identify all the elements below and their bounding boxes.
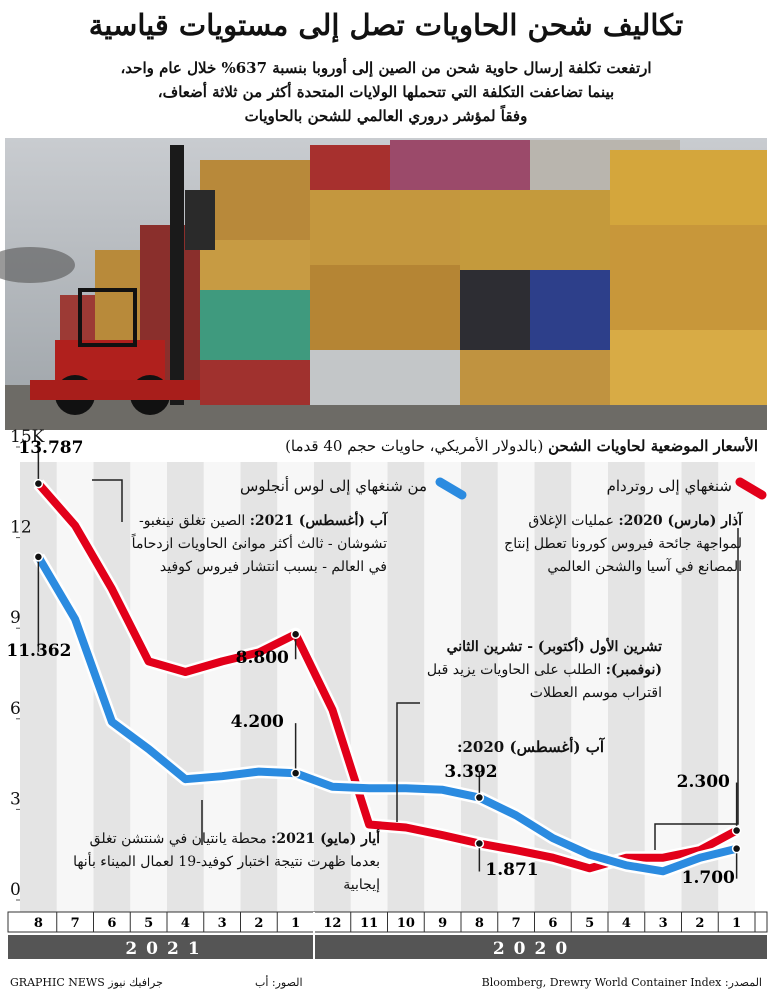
value-label: 3.392: [444, 761, 498, 782]
subtitle: ارتفعت تكلفة إرسال حاوية شحن من الصين إل…: [120, 59, 652, 77]
annotation-text: عمليات الإغلاق لمواجهة جائحة فيروس كورون…: [504, 513, 742, 575]
annotation-text: الطلب على الحاويات يزيد قبل اقتراب موسم …: [426, 662, 662, 701]
annotation: تشرين الأول (أكتوبر) - تشرين الثاني (نوف…: [418, 636, 662, 705]
label-dot: [731, 825, 742, 836]
annotation-text: الصين تغلق نينغبو-تشوشان - ثالث أكثر موا…: [131, 513, 387, 575]
x-tick-label: 5: [144, 916, 153, 931]
label-dot: [731, 843, 742, 854]
value-label: 11.362: [6, 640, 72, 661]
label-dot: [474, 838, 485, 849]
annotation-heading: آب (أغسطس) 2020:: [456, 738, 604, 756]
annotation: آب (أغسطس) 2021: الصين تغلق نينغبو-تشوشا…: [125, 510, 387, 579]
column-stripe: [240, 462, 278, 912]
subtitle: بينما تضاعفت التكلفة التي تتحملها الولاي…: [157, 83, 615, 101]
y-tick-label: 6: [10, 699, 21, 719]
x-tick-label: 1: [732, 916, 741, 931]
x-tick-label: 2: [695, 916, 704, 931]
label-dot: [290, 768, 301, 778]
annotation: آب (أغسطس) 2020:: [457, 736, 604, 759]
value-label: 13.787: [18, 437, 84, 458]
x-tick-label: 1: [291, 916, 300, 931]
x-tick-label: 10: [397, 916, 415, 931]
x-tick-label: 9: [438, 916, 447, 931]
source: المصدر: Bloomberg, Drewry World Containe…: [481, 976, 762, 989]
x-tick-label: 8: [34, 916, 43, 931]
x-tick-label: 2: [254, 916, 263, 931]
x-tick-label: 8: [475, 916, 484, 931]
label-dot: [33, 552, 44, 562]
annotation-heading: تشرين الأول (أكتوبر) - تشرين الثاني (نوف…: [446, 639, 662, 678]
x-tick-label: 5: [585, 916, 594, 931]
chart-heading: الأسعار الموضعية لحاويات الشحن (بالدولار…: [285, 437, 758, 455]
value-label: 1.700: [681, 867, 735, 888]
annotation-text: محطة يانتيان في شنتشن تغلق بعدما ظهرت نت…: [73, 831, 380, 893]
subtitle: وفقاً لمؤشر دروري العالمي للشحن بالحاويا…: [244, 107, 528, 125]
x-tick-label: 7: [512, 916, 521, 931]
x-tick-label: 4: [181, 916, 190, 931]
series-line: [34, 554, 738, 876]
value-label: 2.300: [676, 771, 730, 792]
x-tick-label: 11: [360, 916, 378, 931]
photo: [0, 138, 767, 430]
x-tick-label: 3: [218, 916, 227, 931]
legend-swatch: [435, 477, 467, 500]
x-tick-label: 7: [71, 916, 80, 931]
annotation: أيار (مايو) 2021: محطة يانتيان في شنتشن …: [70, 828, 380, 897]
annotation: آذار (مارس) 2020: عمليات الإغلاق لمواجهة…: [500, 510, 742, 579]
year-label: 2021: [125, 939, 208, 959]
annotation-heading: آب (أغسطس) 2021:: [249, 513, 387, 529]
leader: [654, 528, 739, 850]
value-label: 4.200: [230, 712, 284, 733]
x-tick-label: 6: [548, 916, 557, 931]
chart-title: الأسعار الموضعية لحاويات الشحن: [548, 437, 758, 455]
value-label: 1.871: [485, 860, 539, 881]
legend-swatch: [735, 477, 767, 500]
leader: [92, 479, 123, 522]
leader: [396, 702, 420, 822]
column-stripe: [203, 462, 241, 912]
y-tick-label: 0: [10, 880, 21, 900]
column-stripe: [167, 462, 204, 912]
value-label: 8.800: [235, 648, 289, 669]
x-tick-label: 12: [323, 916, 341, 931]
y-tick-label: 9: [10, 608, 21, 628]
column-stripe: [277, 462, 314, 912]
chart-subtitle: (بالدولار الأمريكي، حاويات حجم 40 قدما): [285, 437, 544, 455]
column-stripe: [571, 462, 608, 912]
year-bar: [8, 935, 767, 959]
photo-credit: الصور: أب: [255, 976, 303, 989]
label-dot: [474, 792, 485, 803]
column-stripe: [644, 462, 682, 912]
column-stripe: [608, 462, 645, 912]
column-stripe: [20, 462, 57, 912]
annotation-heading: أيار (مايو) 2021:: [271, 831, 380, 847]
x-tick-label: 6: [107, 916, 116, 931]
label-dot: [290, 629, 301, 639]
y-tick-label: 3: [10, 789, 21, 809]
annotation-heading: آذار (مارس) 2020:: [618, 513, 742, 529]
y-tick-label: 15K: [10, 427, 45, 447]
column-stripe: [350, 462, 388, 912]
annotation-leaders: [92, 479, 739, 850]
legend-label: شنغهاي إلى روتردام: [606, 477, 732, 495]
label-dot: [33, 478, 44, 489]
column-stripe: [387, 462, 425, 912]
x-tick-label: 4: [622, 916, 631, 931]
x-tick-label: 3: [659, 916, 668, 931]
year-label: 2020: [493, 939, 576, 959]
column-stripe: [497, 462, 535, 912]
credit: GRAPHIC NEWS جرافيك نيوز: [10, 976, 163, 989]
legend-label: من شنغهاي إلى لوس أنجلوس: [239, 477, 427, 495]
column-stripe: [130, 462, 167, 912]
y-tick-label: 12: [10, 518, 32, 538]
title: تكاليف شحن الحاويات تصل إلى مستويات قياس…: [88, 8, 684, 42]
